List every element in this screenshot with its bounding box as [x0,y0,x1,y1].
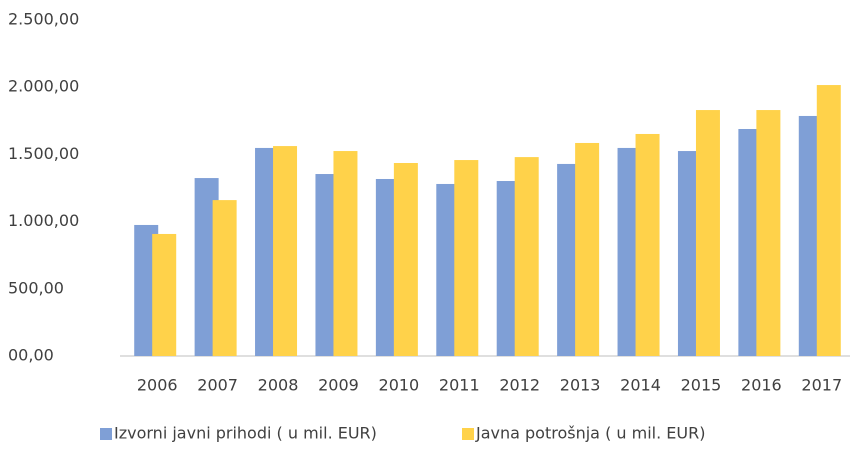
y-tick-label: 2.500,00 [8,10,79,29]
x-tick-label: 2017 [801,376,842,395]
x-tick-label: 2011 [439,376,480,395]
bar [152,233,177,356]
x-tick-label: 2008 [258,376,299,395]
bar [454,160,479,356]
bar [212,200,237,356]
x-tick-label: 2012 [499,376,540,395]
bar [393,163,418,356]
x-tick-label: 2015 [681,376,722,395]
bar [514,157,539,356]
x-tick-label: 2009 [318,376,359,395]
legend-swatch [462,428,474,440]
bar [756,110,781,356]
bar [333,151,358,356]
y-tick-label: 1.500,00 [8,144,79,163]
bar [816,85,841,357]
bar [575,142,600,356]
bar [273,146,298,356]
y-tick-label: 2.000,00 [8,77,79,96]
legend-swatch [100,428,112,440]
x-tick-label: 2016 [741,376,782,395]
y-tick-label: 00,00 [8,346,54,365]
x-tick-label: 2014 [620,376,661,395]
y-tick-label: 500,00 [8,278,64,297]
bar [695,110,720,356]
x-tick-label: 2007 [197,376,238,395]
legend-label: Izvorni javni prihodi ( u mil. EUR) [114,424,377,443]
x-tick-label: 2006 [137,376,178,395]
legend-label: Javna potrošnja ( u mil. EUR) [475,424,705,443]
x-tick-label: 2013 [560,376,601,395]
bar [635,133,660,356]
x-tick-label: 2010 [379,376,420,395]
y-tick-label: 1.000,00 [8,211,79,230]
